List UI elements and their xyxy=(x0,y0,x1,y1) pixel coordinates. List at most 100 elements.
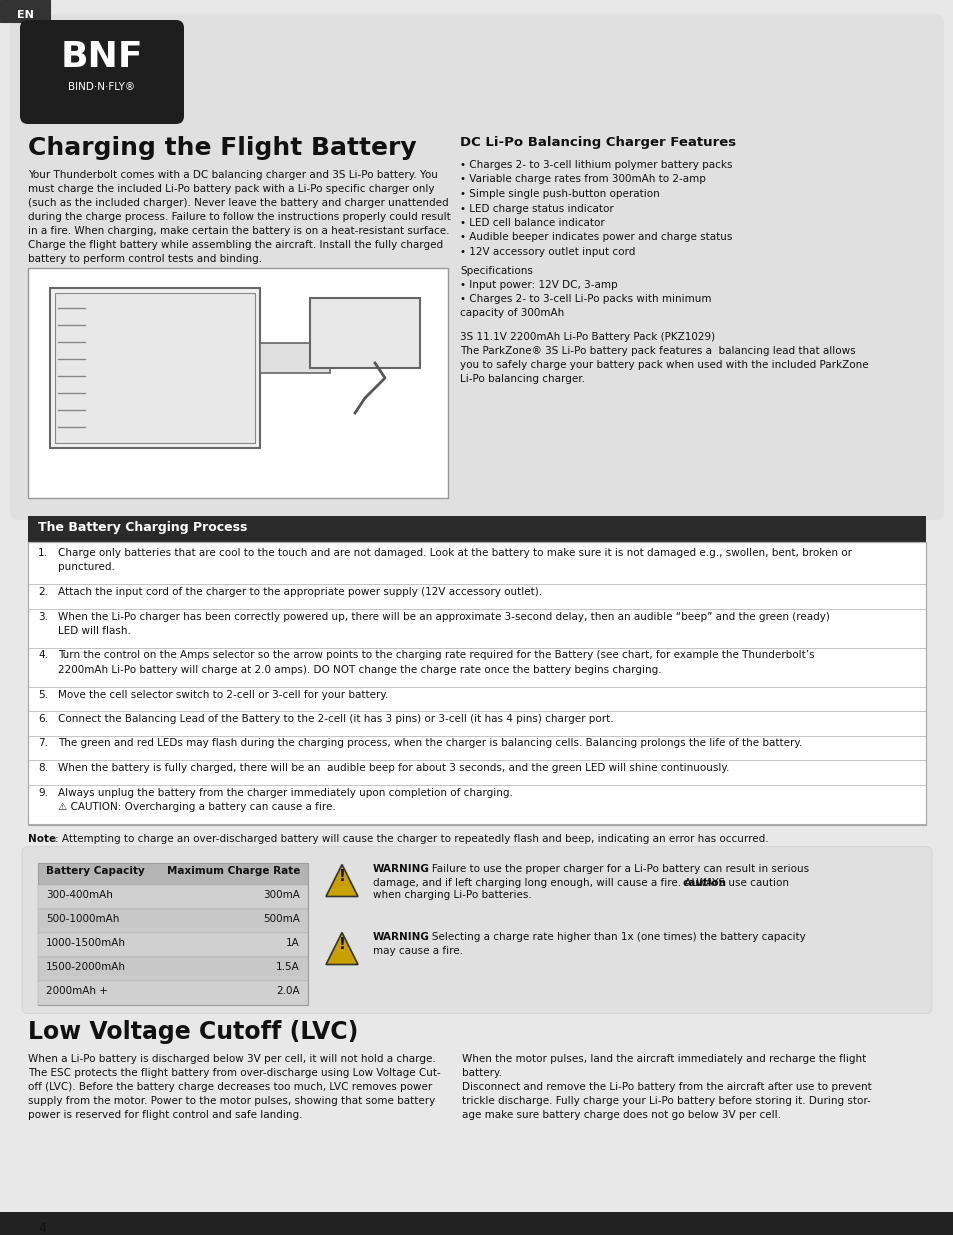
Text: • Charges 2- to 3-cell lithium polymer battery packs: • Charges 2- to 3-cell lithium polymer b… xyxy=(459,161,732,170)
Text: WARNING: WARNING xyxy=(373,932,430,942)
Text: Note: Note xyxy=(28,835,56,845)
Bar xyxy=(310,298,419,368)
Text: 1.: 1. xyxy=(38,548,48,558)
Text: 8.: 8. xyxy=(38,763,48,773)
Text: Attach the input cord of the charger to the appropriate power supply (12V access: Attach the input cord of the charger to … xyxy=(58,587,541,597)
Text: WARNING: WARNING xyxy=(373,864,430,874)
Text: When a Li-Po battery is discharged below 3V per cell, it will not hold a charge.: When a Li-Po battery is discharged below… xyxy=(28,1053,436,1063)
Text: • LED cell balance indicator: • LED cell balance indicator xyxy=(459,219,604,228)
Text: 2000mAh +: 2000mAh + xyxy=(46,987,108,997)
Text: 1.5A: 1.5A xyxy=(276,962,299,972)
Text: trickle discharge. Fully charge your Li-Po battery before storing it. During sto: trickle discharge. Fully charge your Li-… xyxy=(461,1095,870,1105)
Text: • Simple single push-button operation: • Simple single push-button operation xyxy=(459,189,659,199)
Text: !: ! xyxy=(338,869,345,884)
Polygon shape xyxy=(326,864,357,897)
Bar xyxy=(38,932,308,956)
Text: 2.0A: 2.0A xyxy=(276,987,299,997)
Bar xyxy=(38,909,308,932)
Text: • Variable charge rates from 300mAh to 2-amp: • Variable charge rates from 300mAh to 2… xyxy=(459,174,705,184)
Bar xyxy=(50,288,260,448)
Text: Your Thunderbolt comes with a DC balancing charger and 3S Li-Po battery. You: Your Thunderbolt comes with a DC balanci… xyxy=(28,170,437,180)
Text: !: ! xyxy=(338,937,345,952)
Text: The green and red LEDs may flash during the charging process, when the charger i: The green and red LEDs may flash during … xyxy=(58,739,801,748)
Text: 4.: 4. xyxy=(38,651,48,661)
Text: Maximum Charge Rate: Maximum Charge Rate xyxy=(167,867,299,877)
Text: age make sure battery charge does not go below 3V per cell.: age make sure battery charge does not go… xyxy=(461,1109,781,1119)
Text: battery to perform control tests and binding.: battery to perform control tests and bin… xyxy=(28,254,262,264)
Text: punctured.: punctured. xyxy=(58,562,114,573)
Polygon shape xyxy=(326,932,357,965)
Text: Li-Po balancing charger.: Li-Po balancing charger. xyxy=(459,373,584,384)
Bar xyxy=(28,542,925,825)
Text: 1000-1500mAh: 1000-1500mAh xyxy=(46,939,126,948)
FancyBboxPatch shape xyxy=(20,20,184,124)
Text: 2.: 2. xyxy=(38,587,48,597)
Text: must charge the included Li-Po battery pack with a Li-Po specific charger only: must charge the included Li-Po battery p… xyxy=(28,184,434,194)
Text: Specifications: Specifications xyxy=(459,266,533,275)
Text: The ParkZone® 3S Li-Po battery pack features a  balancing lead that allows: The ParkZone® 3S Li-Po battery pack feat… xyxy=(459,346,855,356)
Text: (such as the included charger). Never leave the battery and charger unattended: (such as the included charger). Never le… xyxy=(28,198,448,207)
Text: Turn the control on the Amps selector so the arrow points to the charging rate r: Turn the control on the Amps selector so… xyxy=(58,651,814,661)
Text: : Selecting a charge rate higher than 1x (one times) the battery capacity: : Selecting a charge rate higher than 1x… xyxy=(424,932,805,942)
Text: 2200mAh Li-Po battery will charge at 2.0 amps). DO NOT change the charge rate on: 2200mAh Li-Po battery will charge at 2.0… xyxy=(58,664,661,676)
Text: When the battery is fully charged, there will be an  audible beep for about 3 se: When the battery is fully charged, there… xyxy=(58,763,729,773)
Bar xyxy=(0,0,50,22)
Bar xyxy=(330,350,375,366)
Text: DC Li-Po Balancing Charger Features: DC Li-Po Balancing Charger Features xyxy=(459,136,736,149)
Text: during the charge process. Failure to follow the instructions properly could res: during the charge process. Failure to fo… xyxy=(28,212,450,222)
Text: • Input power: 12V DC, 3-amp: • Input power: 12V DC, 3-amp xyxy=(459,279,617,289)
Bar xyxy=(38,862,308,884)
Text: damage, and if left charging long enough, will cause a fire. ALWAYS use caution: damage, and if left charging long enough… xyxy=(373,878,788,888)
Text: 500-1000mAh: 500-1000mAh xyxy=(46,914,119,925)
Bar xyxy=(38,956,308,981)
Text: 1A: 1A xyxy=(286,939,299,948)
Text: • Audible beeper indicates power and charge status: • Audible beeper indicates power and cha… xyxy=(459,232,732,242)
Text: off (LVC). Before the battery charge decreases too much, LVC removes power: off (LVC). Before the battery charge dec… xyxy=(28,1082,432,1092)
Text: 5.: 5. xyxy=(38,689,48,699)
Text: BNF: BNF xyxy=(61,40,143,74)
Text: 3S 11.1V 2200mAh Li-Po Battery Pack (PKZ1029): 3S 11.1V 2200mAh Li-Po Battery Pack (PKZ… xyxy=(459,331,715,342)
Text: you to safely charge your battery pack when used with the included ParkZone: you to safely charge your battery pack w… xyxy=(459,359,868,369)
Text: may cause a fire.: may cause a fire. xyxy=(373,946,462,956)
Bar xyxy=(55,293,254,443)
Text: : Attempting to charge an over-discharged battery will cause the charger to repe: : Attempting to charge an over-discharge… xyxy=(55,835,768,845)
Text: 9.: 9. xyxy=(38,788,48,798)
Text: The ESC protects the flight battery from over-discharge using Low Voltage Cut-: The ESC protects the flight battery from… xyxy=(28,1067,440,1077)
Text: 3.: 3. xyxy=(38,611,48,621)
Text: ⚠ CAUTION: Overcharging a battery can cause a fire.: ⚠ CAUTION: Overcharging a battery can ca… xyxy=(58,802,335,811)
Text: Move the cell selector switch to 2-cell or 3-cell for your battery.: Move the cell selector switch to 2-cell … xyxy=(58,689,388,699)
Text: 500mA: 500mA xyxy=(263,914,299,925)
Bar xyxy=(38,981,308,1004)
Text: : Failure to use the proper charger for a Li-Po battery can result in serious: : Failure to use the proper charger for … xyxy=(424,864,808,874)
Bar xyxy=(28,268,448,498)
FancyBboxPatch shape xyxy=(22,846,931,1014)
Text: 300-400mAh: 300-400mAh xyxy=(46,890,112,900)
Text: supply from the motor. Power to the motor pulses, showing that some battery: supply from the motor. Power to the moto… xyxy=(28,1095,435,1105)
Text: 7.: 7. xyxy=(38,739,48,748)
Text: power is reserved for flight control and safe landing.: power is reserved for flight control and… xyxy=(28,1109,302,1119)
FancyBboxPatch shape xyxy=(10,14,943,520)
Bar xyxy=(28,516,925,542)
Text: • Charges 2- to 3-cell Li-Po packs with minimum: • Charges 2- to 3-cell Li-Po packs with … xyxy=(459,294,711,304)
Text: 1500-2000mAh: 1500-2000mAh xyxy=(46,962,126,972)
Text: caution: caution xyxy=(682,878,726,888)
Text: 6.: 6. xyxy=(38,714,48,724)
Text: when charging Li-Po batteries.: when charging Li-Po batteries. xyxy=(373,890,531,900)
Bar xyxy=(260,343,330,373)
Text: LED will flash.: LED will flash. xyxy=(58,626,131,636)
Text: Battery Capacity: Battery Capacity xyxy=(46,867,145,877)
Text: Charging the Flight Battery: Charging the Flight Battery xyxy=(28,136,416,161)
Text: Charge only batteries that are cool to the touch and are not damaged. Look at th: Charge only batteries that are cool to t… xyxy=(58,548,851,558)
Text: Always unplug the battery from the charger immediately upon completion of chargi: Always unplug the battery from the charg… xyxy=(58,788,513,798)
Text: battery.: battery. xyxy=(461,1067,501,1077)
Text: The Battery Charging Process: The Battery Charging Process xyxy=(38,521,247,534)
Text: When the motor pulses, land the aircraft immediately and recharge the flight: When the motor pulses, land the aircraft… xyxy=(461,1053,865,1063)
Text: Low Voltage Cutoff (LVC): Low Voltage Cutoff (LVC) xyxy=(28,1020,358,1044)
Text: EN: EN xyxy=(16,10,33,20)
Text: • LED charge status indicator: • LED charge status indicator xyxy=(459,204,613,214)
Bar xyxy=(38,884,308,909)
Text: 4: 4 xyxy=(38,1221,46,1235)
Bar xyxy=(28,542,925,825)
Text: BIND·N·FLY®: BIND·N·FLY® xyxy=(69,82,135,91)
Bar xyxy=(38,862,308,1004)
